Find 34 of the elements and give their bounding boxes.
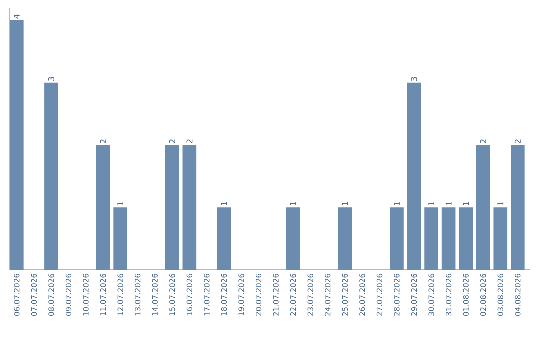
data-label: 1	[463, 202, 469, 206]
bar	[390, 208, 404, 270]
data-label: 1	[221, 202, 228, 206]
bar	[286, 208, 300, 270]
bar	[476, 145, 490, 270]
bar	[511, 145, 525, 270]
data-label: 4	[14, 14, 20, 19]
bar	[494, 208, 508, 270]
data-label: 2	[514, 140, 521, 144]
bar	[407, 82, 422, 270]
data-label: 1	[342, 202, 348, 206]
bar	[10, 20, 24, 270]
bar	[96, 145, 110, 270]
bar	[44, 82, 58, 270]
data-label: 1	[394, 202, 400, 206]
bar	[424, 208, 438, 270]
data-label: 3	[48, 77, 54, 82]
bar	[182, 145, 197, 270]
data-label: 1	[428, 202, 434, 206]
bar	[338, 208, 352, 270]
data-label: 2	[186, 140, 193, 144]
bar	[459, 208, 473, 270]
bar	[217, 208, 232, 270]
data-label: 2	[480, 140, 486, 144]
bar	[114, 208, 128, 270]
bar	[165, 145, 180, 270]
data-label: 1	[498, 202, 504, 206]
data-label: 1	[446, 202, 452, 206]
data-label: 3	[411, 77, 418, 82]
bar	[442, 208, 456, 270]
data-label: 2	[169, 140, 176, 144]
data-label: 1	[118, 202, 124, 206]
data-label: 2	[100, 140, 106, 144]
data-label: 1	[290, 202, 296, 206]
